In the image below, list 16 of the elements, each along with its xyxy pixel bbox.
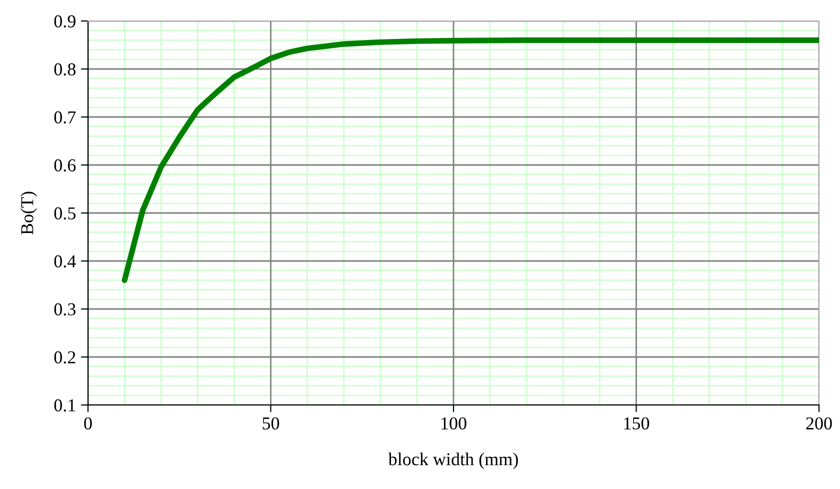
y-tick-label: 0.2 [54,351,76,364]
y-tick-label: 0.6 [54,159,76,172]
x-tick-label: 200 [806,417,832,430]
x-tick-label: 50 [262,417,280,430]
y-tick-label: 0.9 [54,15,76,28]
x-tick-label: 100 [442,417,466,430]
y-tick-label: 0.3 [54,303,76,316]
x-tick-label: 0 [84,417,92,430]
y-tick-label: 0.1 [54,399,76,412]
y-tick-label: 0.5 [54,207,76,220]
x-tick-label: 150 [624,417,650,430]
x-axis-title: block width (mm) [388,452,518,469]
y-tick-label: 0.7 [54,111,76,124]
y-tick-label: 0.8 [54,63,76,76]
y-axis-title: Bo(T) [20,192,37,235]
y-tick-label: 0.4 [54,255,76,268]
